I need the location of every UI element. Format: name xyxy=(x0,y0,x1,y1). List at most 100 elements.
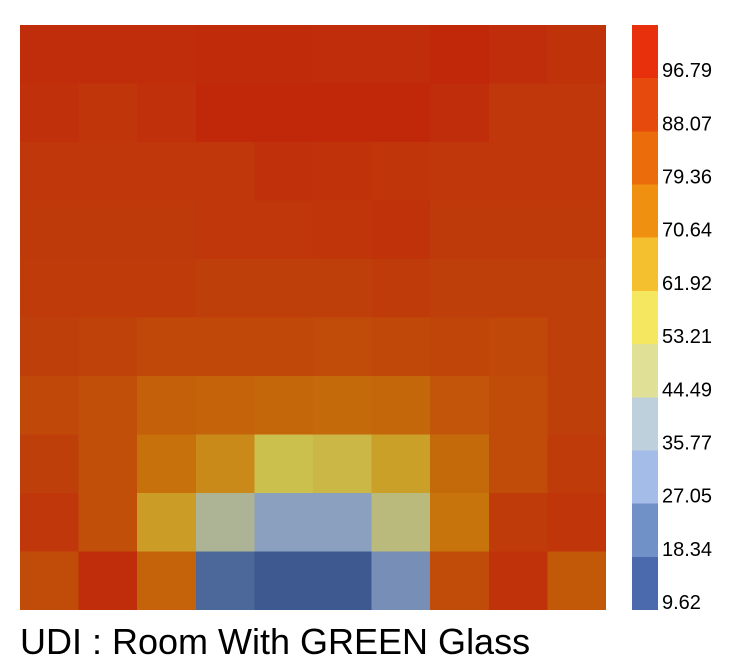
heatmap-cell xyxy=(371,551,431,610)
heatmap-cell xyxy=(430,376,490,436)
heatmap-cell xyxy=(254,142,314,202)
heatmap-cell xyxy=(20,434,80,494)
heatmap-cell xyxy=(78,142,138,202)
heatmap-cell xyxy=(430,142,490,202)
heatmap-cell xyxy=(488,434,548,494)
heatmap-cell xyxy=(20,25,80,85)
heatmap-cell xyxy=(547,434,606,494)
colorbar-tick-label: 61.92 xyxy=(662,273,712,295)
heatmap-cell xyxy=(547,83,606,143)
colorbar-tick-label: 35.77 xyxy=(662,432,712,454)
heatmap-cell xyxy=(371,376,431,436)
colorbar-tick-label: 70.64 xyxy=(662,220,712,242)
colorbar-band xyxy=(632,344,658,398)
heatmap-cell xyxy=(371,25,431,85)
heatmap-cell xyxy=(430,493,490,553)
colorbar-tick-label: 96.79 xyxy=(662,60,712,82)
heatmap-cell xyxy=(371,493,431,553)
heatmap-cell xyxy=(430,25,490,85)
heatmap-cell xyxy=(137,551,197,610)
heatmap-cell xyxy=(20,259,80,319)
heatmap-cell xyxy=(78,493,138,553)
heatmap-cell xyxy=(488,551,548,610)
heatmap-cell xyxy=(488,142,548,202)
heatmap-cell xyxy=(547,317,606,377)
heatmap-cell xyxy=(313,493,373,553)
heatmap-cell xyxy=(488,493,548,553)
heatmap-cell xyxy=(547,376,606,436)
heatmap-cell xyxy=(78,551,138,610)
heatmap-cell xyxy=(547,142,606,202)
colorbar-tick-label: 18.34 xyxy=(662,539,712,561)
heatmap-cell xyxy=(78,200,138,260)
heatmap-cell xyxy=(195,551,255,610)
heatmap-cell xyxy=(313,200,373,260)
heatmap-cell xyxy=(78,317,138,377)
heatmap-cell xyxy=(371,83,431,143)
heatmap-cell xyxy=(547,259,606,319)
chart-title: UDI : Room With GREEN Glass xyxy=(20,621,530,662)
colorbar-tick-label: 9.62 xyxy=(662,592,701,614)
heatmap-cell xyxy=(137,376,197,436)
colorbar xyxy=(632,25,658,610)
heatmap-cell xyxy=(254,259,314,319)
heatmap-cell xyxy=(137,317,197,377)
heatmap-cell xyxy=(195,259,255,319)
heatmap-cell xyxy=(195,376,255,436)
heatmap-cell xyxy=(430,200,490,260)
colorbar-band xyxy=(632,184,658,239)
heatmap-cell xyxy=(20,493,80,553)
heatmap-cell xyxy=(78,25,138,85)
colorbar-band xyxy=(632,556,658,610)
heatmap-cell xyxy=(313,376,373,436)
heatmap-cell xyxy=(313,434,373,494)
heatmap-cell xyxy=(547,551,606,610)
heatmap-cell xyxy=(371,142,431,202)
heatmap-cell xyxy=(313,83,373,143)
heatmap-cell xyxy=(430,434,490,494)
heatmap-cell xyxy=(254,434,314,494)
colorbar-band xyxy=(632,290,658,345)
heatmap-cell xyxy=(254,551,314,610)
colorbar-band xyxy=(632,237,658,292)
colorbar-band xyxy=(632,131,658,185)
colorbar-tick-labels: 96.79 88.07 79.36 70.64 61.92 53.21 44.49 35.77… xyxy=(662,60,712,614)
heatmap-cell xyxy=(254,25,314,85)
heatmap-cell xyxy=(488,25,548,85)
heatmap-cell xyxy=(137,259,197,319)
heatmap-cell xyxy=(78,376,138,436)
heatmap-cell xyxy=(371,434,431,494)
heatmap-cell xyxy=(78,434,138,494)
heatmap-cell xyxy=(488,376,548,436)
heatmap-cell xyxy=(78,259,138,319)
heatmap-cell xyxy=(195,142,255,202)
heatmap-cell xyxy=(547,25,606,85)
heatmap-cell xyxy=(195,434,255,494)
heatmap-cell xyxy=(430,551,490,610)
heatmap-cell xyxy=(137,200,197,260)
heatmap-cell xyxy=(547,200,606,260)
heatmap-cell xyxy=(195,83,255,143)
heatmap-cell xyxy=(20,376,80,436)
colorbar-tick-label: 79.36 xyxy=(662,167,712,189)
heatmap-cell xyxy=(254,493,314,553)
heatmap-cell xyxy=(547,493,606,553)
colorbar-tick-label: 88.07 xyxy=(662,113,712,135)
heatmap-cell xyxy=(254,376,314,436)
heatmap-cell xyxy=(20,317,80,377)
heatmap-cell xyxy=(371,200,431,260)
colorbar-band xyxy=(632,450,658,505)
heatmap-cell xyxy=(313,259,373,319)
heatmap-cell xyxy=(20,551,80,610)
heatmap-cell xyxy=(488,200,548,260)
heatmap-grid xyxy=(20,25,606,610)
heatmap-cell xyxy=(137,142,197,202)
heatmap-cell xyxy=(313,25,373,85)
heatmap-cell xyxy=(488,317,548,377)
heatmap-cell xyxy=(137,83,197,143)
heatmap-cell xyxy=(488,259,548,319)
heatmap-cell xyxy=(137,25,197,85)
colorbar-band xyxy=(632,78,658,132)
heatmap-cell xyxy=(313,317,373,377)
